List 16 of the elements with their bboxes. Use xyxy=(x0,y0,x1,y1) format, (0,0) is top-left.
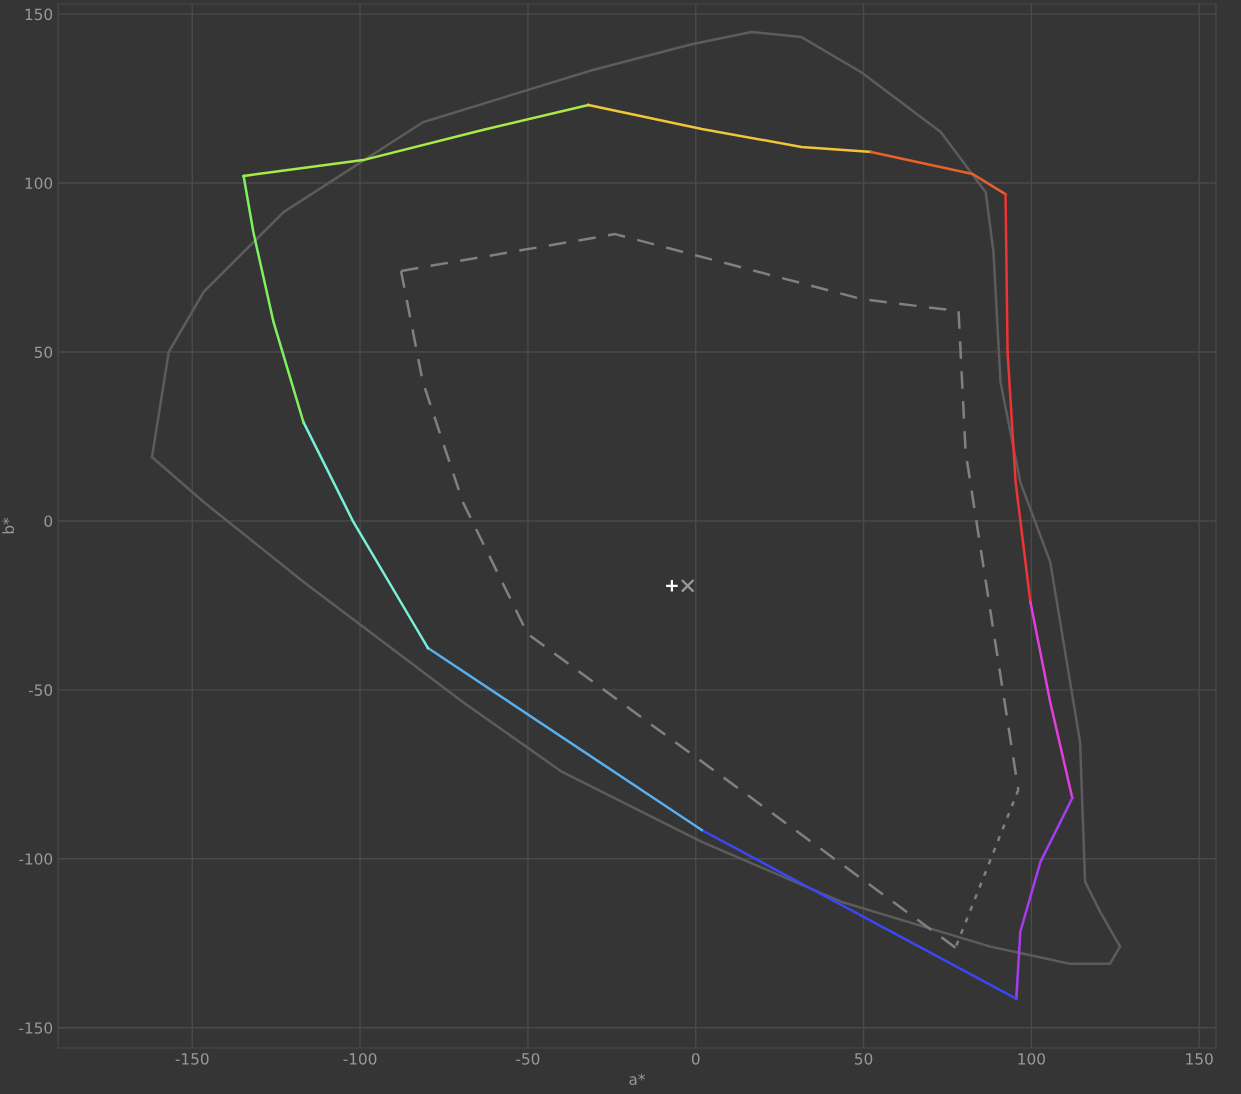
y-tick-label: -50 xyxy=(28,684,53,696)
y-axis-title: b* xyxy=(2,517,15,534)
x-tick-label: -150 xyxy=(175,1053,209,1065)
x-tick-label: -50 xyxy=(516,1053,540,1065)
y-tick-label: -150 xyxy=(19,1022,53,1034)
y-tick-label: 0 xyxy=(44,515,53,527)
x-tick-label: -100 xyxy=(343,1053,377,1065)
y-tick-label: 50 xyxy=(34,346,53,359)
y-tick-label: -100 xyxy=(19,853,53,865)
y-tick-label: 150 xyxy=(25,8,53,21)
x-tick-label: 0 xyxy=(691,1053,700,1065)
x-axis-title: a* xyxy=(629,1073,646,1086)
y-tick-label: 100 xyxy=(25,177,53,190)
x-tick-label: 150 xyxy=(1186,1053,1213,1065)
x-tick-label: 100 xyxy=(1018,1053,1045,1065)
x-tick-label: 50 xyxy=(855,1053,873,1065)
